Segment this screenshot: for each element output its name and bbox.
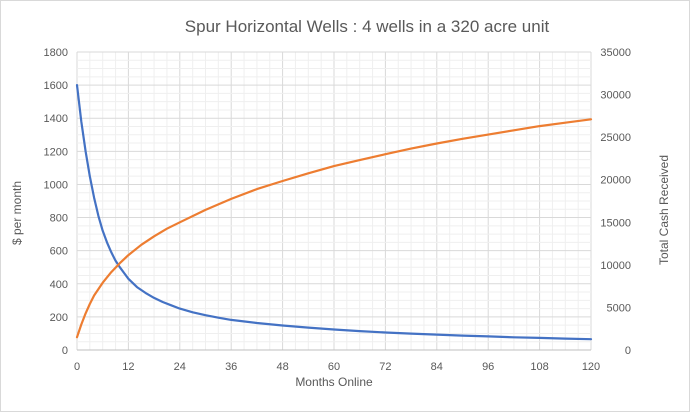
- right-tick-label: 5000: [607, 302, 631, 314]
- left-axis-title: $ per month: [10, 181, 24, 245]
- left-tick-label: 1400: [44, 113, 68, 125]
- x-tick-label: 60: [328, 361, 340, 373]
- x-tick-label: 120: [582, 361, 600, 373]
- x-tick-label: 96: [482, 361, 494, 373]
- left-tick-label: 400: [50, 279, 68, 291]
- x-axis-ticks: 0 12 24 36 48 60 72 84 96 108 120: [74, 361, 600, 373]
- right-axis-ticks: 0 5000 10000 15000 20000 25000 30000 35000: [600, 47, 631, 357]
- x-tick-label: 24: [174, 361, 186, 373]
- right-tick-label: 30000: [600, 90, 631, 102]
- right-tick-label: 20000: [600, 175, 631, 187]
- x-tick-label: 72: [379, 361, 391, 373]
- right-tick-label: 35000: [600, 47, 631, 59]
- x-tick-label: 0: [74, 361, 80, 373]
- monthly-income-line: [75, 83, 593, 341]
- left-tick-label: 1600: [44, 80, 68, 92]
- series-lines: [75, 83, 593, 341]
- x-tick-label: 48: [276, 361, 288, 373]
- right-tick-label: 15000: [600, 217, 631, 229]
- gridlines: [76, 51, 592, 351]
- left-axis-ticks: 0 200 400 600 800 1000 1200 1400 1600 1800: [44, 47, 68, 357]
- right-tick-label: 10000: [600, 260, 631, 272]
- right-tick-label: 0: [625, 345, 631, 357]
- left-tick-label: 1000: [44, 179, 68, 191]
- left-tick-label: 200: [50, 312, 68, 324]
- x-tick-label: 108: [530, 361, 548, 373]
- left-tick-label: 1800: [44, 47, 68, 59]
- left-tick-label: 800: [50, 213, 68, 225]
- right-axis-title: Total Cash Received: [657, 155, 671, 265]
- x-tick-label: 84: [431, 361, 443, 373]
- x-tick-label: 36: [225, 361, 237, 373]
- left-tick-label: 1200: [44, 146, 68, 158]
- cumulative-cash-line: [75, 118, 593, 339]
- x-tick-label: 12: [122, 361, 134, 373]
- left-tick-label: 0: [62, 345, 68, 357]
- left-tick-label: 600: [50, 246, 68, 258]
- right-tick-label: 25000: [600, 132, 631, 144]
- x-axis-title: Months Online: [295, 375, 373, 389]
- chart-title: Spur Horizontal Wells : 4 wells in a 320…: [185, 17, 550, 36]
